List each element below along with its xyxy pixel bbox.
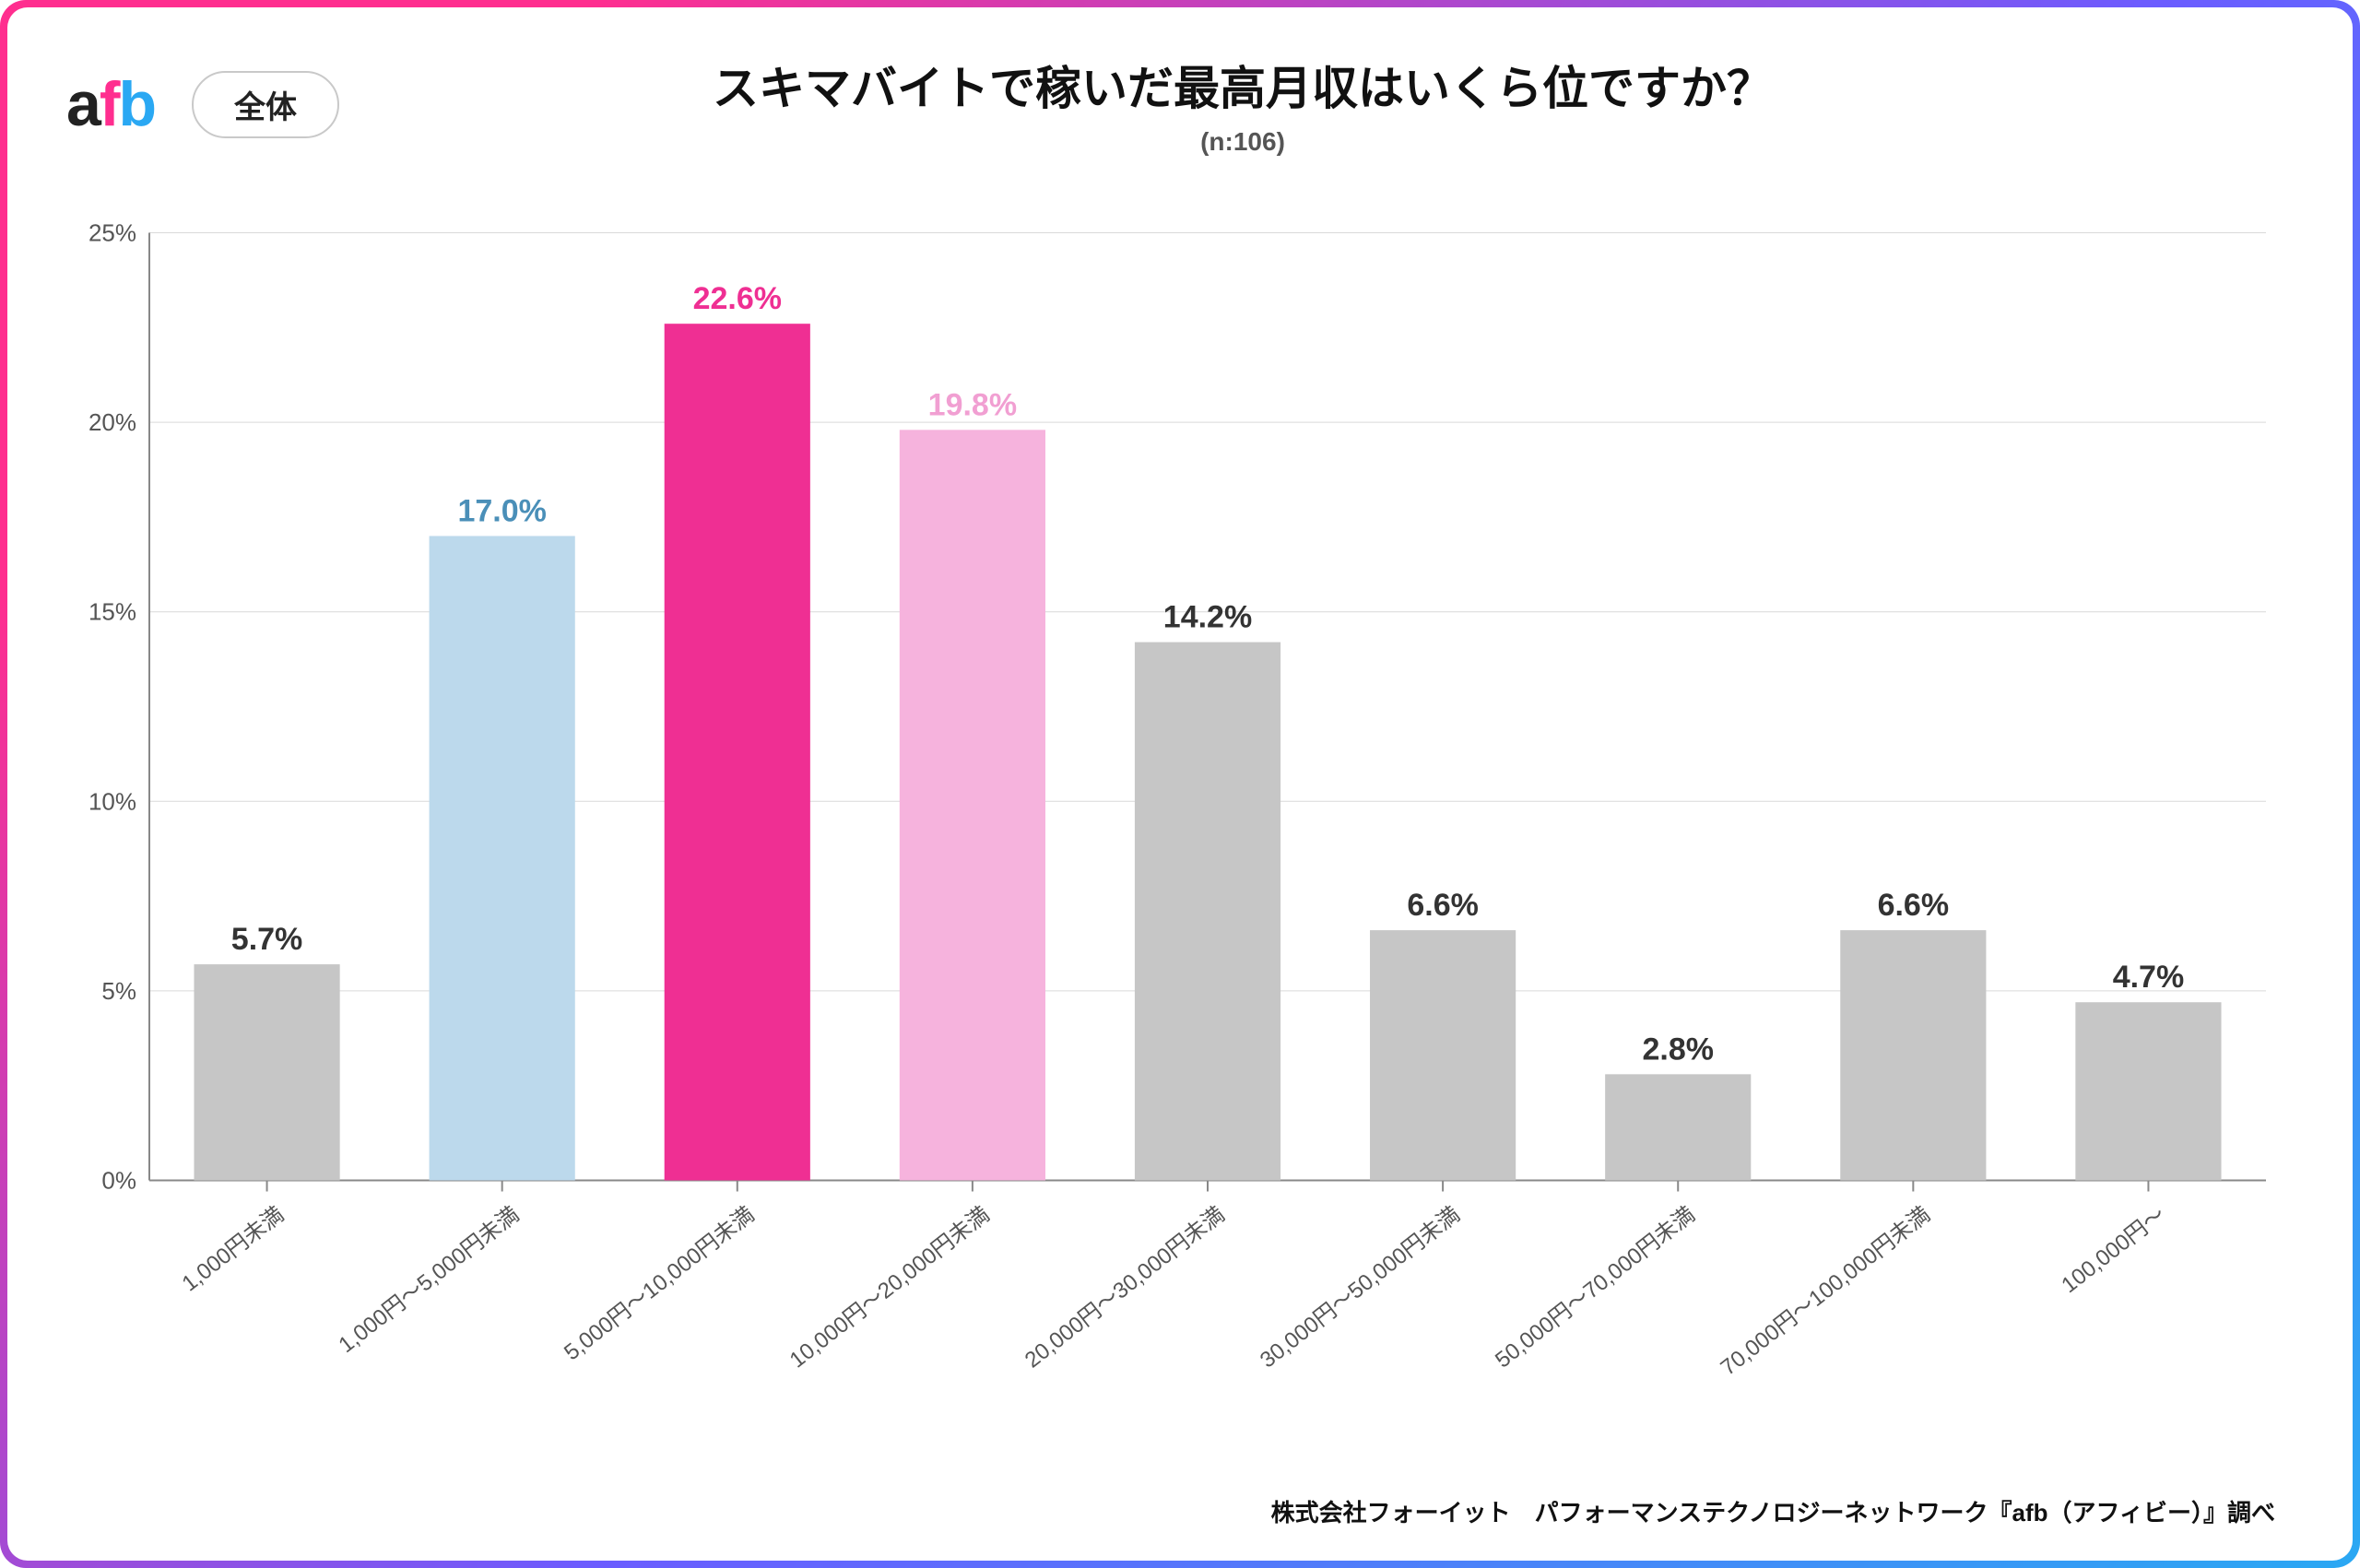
y-tick-label: 15% [88, 598, 136, 626]
x-tick-label: 10,000円～20,000円未満 [785, 1202, 995, 1373]
bar [665, 324, 810, 1180]
bar [194, 964, 339, 1180]
y-tick-label: 25% [88, 219, 136, 247]
x-tick-label: 1,000円～5,000円未満 [335, 1202, 525, 1358]
gradient-frame: a f b 全体 スキマバイトで稼いだ最高月収はいくら位ですか？ (n:106)… [0, 0, 2360, 1568]
logo-letter-a: a [66, 68, 100, 140]
bar-value-label: 19.8% [928, 387, 1017, 422]
bar [900, 430, 1045, 1180]
bar-value-label: 6.6% [1878, 888, 1950, 923]
bar-value-label: 22.6% [693, 281, 782, 316]
bar-value-label: 5.7% [231, 922, 303, 957]
x-tick-label: 70,000円～100,000円未満 [1717, 1202, 1935, 1381]
y-tick-label: 20% [88, 408, 136, 436]
chart-subtitle: (n:106) [192, 127, 2294, 157]
x-tick-label: 20,000円～30,000円未満 [1021, 1202, 1230, 1373]
x-tick-label: 100,000円～ [2057, 1202, 2170, 1298]
chart-area: 0% 5% 10% 15% 20% 25% 5.7% 1,000円未満 17.0% 1,000円～… [66, 184, 2294, 1487]
bar-value-label: 6.6% [1407, 888, 1479, 923]
x-tick-label: 1,000円未満 [178, 1202, 289, 1297]
x-tick-label: 30,000円～50,000円未満 [1256, 1202, 1465, 1373]
title-wrap: スキマバイトで稼いだ最高月収はいくら位ですか？ (n:106) [192, 52, 2294, 157]
y-tick-label: 0% [101, 1167, 136, 1195]
chart-title: スキマバイトで稼いだ最高月収はいくら位ですか？ [192, 52, 2294, 118]
logo-letter-b: b [118, 68, 155, 140]
afb-logo: a f b [66, 68, 155, 140]
bar [1605, 1074, 1751, 1180]
bar [1840, 930, 1986, 1180]
logo-letter-f: f [100, 68, 119, 140]
y-tick-label: 10% [88, 787, 136, 815]
header: a f b 全体 スキマバイトで稼いだ最高月収はいくら位ですか？ (n:106) [66, 52, 2294, 157]
bar-value-label: 14.2% [1163, 600, 1252, 635]
bar-value-label: 17.0% [457, 493, 546, 528]
x-tick-label: 5,000円～10,000円未満 [560, 1202, 759, 1365]
bar [2075, 1002, 2221, 1180]
bar-value-label: 2.8% [1642, 1032, 1714, 1067]
bar [430, 536, 575, 1180]
bar-chart-svg: 0% 5% 10% 15% 20% 25% 5.7% 1,000円未満 17.0% 1,000円～… [66, 184, 2294, 1487]
bar [1135, 643, 1280, 1181]
attribution-footer: 株式会社フォーイット パフォーマンステクノロジーネットワーク『afb（アフィビー… [66, 1487, 2294, 1528]
chart-card: a f b 全体 スキマバイトで稼いだ最高月収はいくら位ですか？ (n:106)… [7, 7, 2353, 1561]
y-tick-label: 5% [101, 977, 136, 1005]
bar [1370, 930, 1516, 1180]
bar-value-label: 4.7% [2113, 960, 2185, 995]
x-tick-label: 50,000円～70,000円未満 [1491, 1202, 1700, 1373]
